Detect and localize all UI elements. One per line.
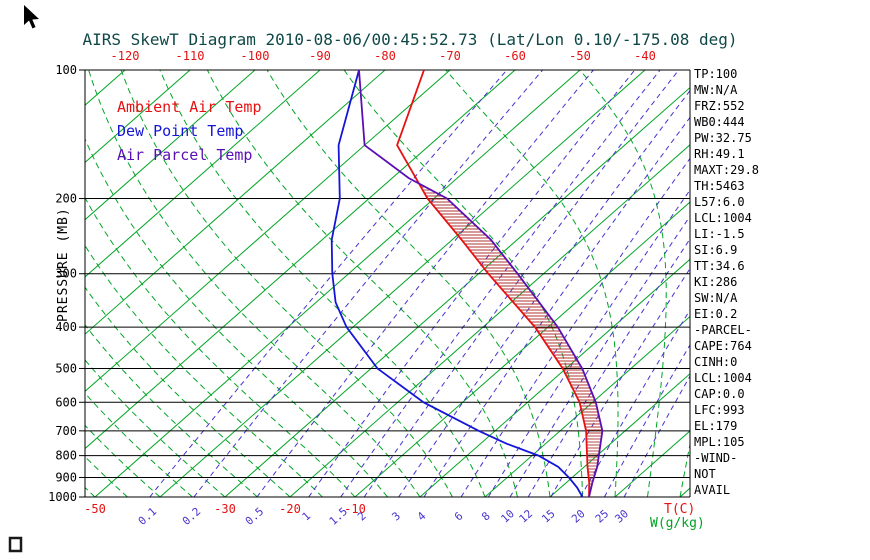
svg-text:700: 700 [55, 424, 77, 438]
legend-item: Ambient Air Temp [117, 98, 262, 116]
svg-text:600: 600 [55, 395, 77, 409]
svg-text:0.1: 0.1 [136, 505, 159, 528]
legend-item: Dew Point Temp [117, 122, 244, 140]
svg-text:-60: -60 [504, 49, 526, 63]
svg-text:-120: -120 [111, 49, 140, 63]
stat-line: LCL:1004 [694, 211, 752, 225]
svg-text:300: 300 [55, 267, 77, 281]
svg-text:2: 2 [355, 509, 369, 523]
stat-line: WB0:444 [694, 115, 745, 129]
svg-text:1000: 1000 [48, 490, 77, 504]
stat-line: TP:100 [694, 67, 738, 81]
stat-line: CAPE:764 [694, 339, 752, 353]
stat-line: MW:N/A [694, 83, 738, 97]
legend: Ambient Air Temp Dew Point Temp Air Parcel… [117, 95, 262, 167]
stat-line: -PARCEL- [694, 323, 752, 337]
stat-line: TT:34.6 [694, 259, 745, 273]
stat-line: CAP:0.0 [694, 387, 745, 401]
svg-text:-10: -10 [344, 502, 366, 516]
svg-text:-70: -70 [439, 49, 461, 63]
svg-text:30: 30 [612, 507, 631, 526]
window-glyph-icon [8, 536, 23, 553]
svg-text:-40: -40 [634, 49, 656, 63]
page-title: AIRS SkewT Diagram 2010-08-06/00:45:52.7… [82, 30, 738, 49]
stat-line: MPL:105 [694, 435, 745, 449]
svg-text:-30: -30 [214, 502, 236, 516]
stat-line: TH:5463 [694, 179, 745, 193]
stats-panel: TP:100 MW:N/A FRZ:552 WB0:444 PW:32.75 RH:49.… [694, 66, 759, 498]
svg-text:20: 20 [569, 507, 588, 526]
stat-line: EI:0.2 [694, 307, 738, 321]
svg-text:400: 400 [55, 320, 77, 334]
svg-text:0.2: 0.2 [180, 505, 203, 528]
svg-text:900: 900 [55, 470, 77, 484]
svg-text:3: 3 [389, 509, 403, 523]
stat-line: EL:179 [694, 419, 738, 433]
svg-text:-90: -90 [309, 49, 331, 63]
svg-text:15: 15 [539, 507, 558, 526]
svg-text:6: 6 [452, 509, 466, 523]
cursor-icon [24, 5, 39, 29]
stat-line: LFC:993 [694, 403, 745, 417]
stat-line: RH:49.1 [694, 147, 745, 161]
stat-line: AVAIL [694, 483, 731, 497]
temp-axis-label: T(C) [664, 502, 696, 517]
svg-text:10: 10 [498, 507, 517, 526]
svg-text:8: 8 [479, 509, 493, 523]
svg-text:0.5: 0.5 [243, 505, 266, 528]
stat-line: LI:-1.5 [694, 227, 745, 241]
svg-text:4: 4 [415, 509, 429, 523]
svg-text:25: 25 [593, 507, 612, 526]
stat-line: LCL:1004 [694, 371, 752, 385]
stat-line: SI:6.9 [694, 243, 738, 257]
svg-text:-110: -110 [176, 49, 205, 63]
svg-text:-80: -80 [374, 49, 396, 63]
svg-text:-50: -50 [84, 502, 106, 516]
stat-line: PW:32.75 [694, 131, 752, 145]
legend-item: Air Parcel Temp [117, 146, 253, 164]
stat-line: SW:N/A [694, 291, 738, 305]
svg-text:800: 800 [55, 449, 77, 463]
svg-text:-50: -50 [569, 49, 591, 63]
svg-text:500: 500 [55, 361, 77, 375]
stat-line: -WIND- [694, 451, 738, 465]
stat-line: L57:6.0 [694, 195, 745, 209]
stat-line: KI:286 [694, 275, 738, 289]
svg-text:100: 100 [55, 63, 77, 77]
svg-text:-100: -100 [241, 49, 270, 63]
svg-text:1: 1 [300, 509, 314, 523]
stat-line: NOT [694, 467, 716, 481]
stat-line: MAXT:29.8 [694, 163, 760, 177]
svg-text:200: 200 [55, 192, 77, 206]
svg-text:12: 12 [517, 507, 536, 526]
pressure-axis-label: PRESSURE (MB) [56, 207, 71, 322]
stat-line: CINH:0 [694, 355, 738, 369]
mixing-axis-label: W(g/kg) [650, 516, 705, 531]
svg-text:-20: -20 [279, 502, 301, 516]
stat-line: FRZ:552 [694, 99, 745, 113]
